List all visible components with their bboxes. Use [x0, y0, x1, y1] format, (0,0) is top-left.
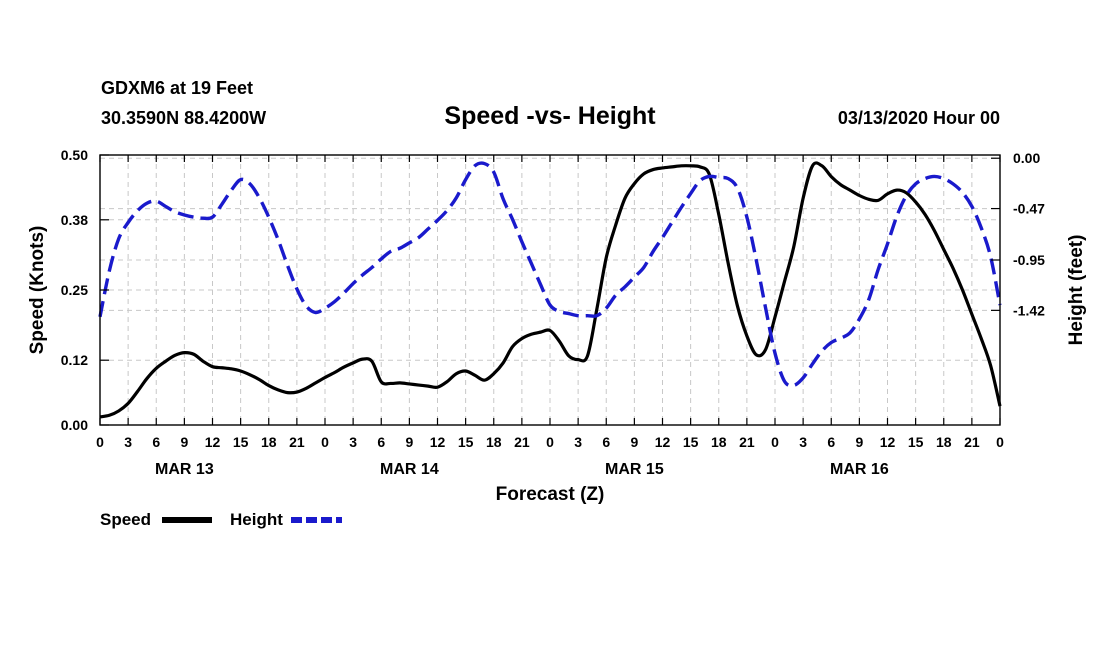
x-tick-label: 9	[630, 434, 638, 450]
speed-series-line	[99, 161, 1002, 419]
forecast-datetime: 03/13/2020 Hour 00	[838, 108, 1000, 128]
grid	[100, 155, 1000, 425]
x-tick-label: 0	[771, 434, 779, 450]
x-tick-label: 3	[574, 434, 582, 450]
x-tick-label: 15	[458, 434, 474, 450]
x-tick-label: 3	[124, 434, 132, 450]
x-tick-label: 9	[855, 434, 863, 450]
x-tick-label: 15	[233, 434, 249, 450]
y-axis-title: Speed (Knots)	[27, 226, 48, 355]
y-tick-label: 0.12	[61, 352, 88, 368]
x-tick-label: 18	[486, 434, 502, 450]
x-tick-label: 0	[321, 434, 329, 450]
x-day-label: MAR 13	[155, 461, 214, 478]
legend-label-speed: Speed	[100, 510, 151, 529]
x-tick-label: 9	[405, 434, 413, 450]
location-label: 30.3590N 88.4200W	[101, 108, 266, 128]
y2-tick-label: 0.00	[1013, 150, 1040, 166]
x-tick-label: 18	[261, 434, 277, 450]
series-layer	[98, 161, 1002, 419]
chart-title: Speed -vs- Height	[444, 102, 656, 130]
y2-tick-label: -0.47	[1013, 201, 1045, 217]
x-tick-label: 6	[152, 434, 160, 450]
legend: Speed Height	[100, 510, 342, 529]
y-tick-label: 0.50	[61, 147, 88, 163]
x-tick-label: 15	[908, 434, 924, 450]
x-tick-label: 6	[377, 434, 385, 450]
y2-axis-title: Height (feet)	[1066, 235, 1087, 346]
axes: 0 3 6 9 12 15 18 21 0 3 6 9 12 15 18 21 0 3 6 9 12 15 18 21 0 3 6 9…	[61, 147, 1045, 478]
y-tick-label: 0.00	[61, 417, 88, 433]
x-axis-title: Forecast (Z)	[496, 484, 605, 505]
x-tick-label: 0	[546, 434, 554, 450]
height-series-line	[98, 161, 1002, 388]
x-tick-label: 0	[996, 434, 1004, 450]
x-tick-label: 18	[936, 434, 952, 450]
y-tick-label: 0.25	[61, 282, 88, 298]
x-tick-label: 21	[739, 434, 755, 450]
x-day-label: MAR 14	[380, 461, 439, 478]
x-tick-label: 21	[514, 434, 530, 450]
x-tick-label: 21	[289, 434, 305, 450]
y2-tick-label: -0.95	[1013, 252, 1045, 268]
x-tick-label: 21	[964, 434, 980, 450]
x-tick-label: 12	[205, 434, 221, 450]
x-tick-label: 3	[349, 434, 357, 450]
x-day-label: MAR 16	[830, 461, 889, 478]
x-tick-label: 12	[880, 434, 896, 450]
x-tick-label: 18	[711, 434, 727, 450]
x-tick-label: 12	[430, 434, 446, 450]
x-tick-label: 3	[799, 434, 807, 450]
x-tick-label: 12	[655, 434, 671, 450]
station-label: GDXM6 at 19 Feet	[101, 78, 253, 98]
y-tick-label: 0.38	[61, 212, 88, 228]
x-tick-label: 9	[180, 434, 188, 450]
x-tick-label: 6	[827, 434, 835, 450]
x-tick-label: 0	[96, 434, 104, 450]
x-tick-label: 15	[683, 434, 699, 450]
legend-label-height: Height	[230, 510, 283, 529]
x-tick-label: 6	[602, 434, 610, 450]
x-day-label: MAR 15	[605, 461, 664, 478]
y2-tick-label: -1.42	[1013, 302, 1045, 318]
